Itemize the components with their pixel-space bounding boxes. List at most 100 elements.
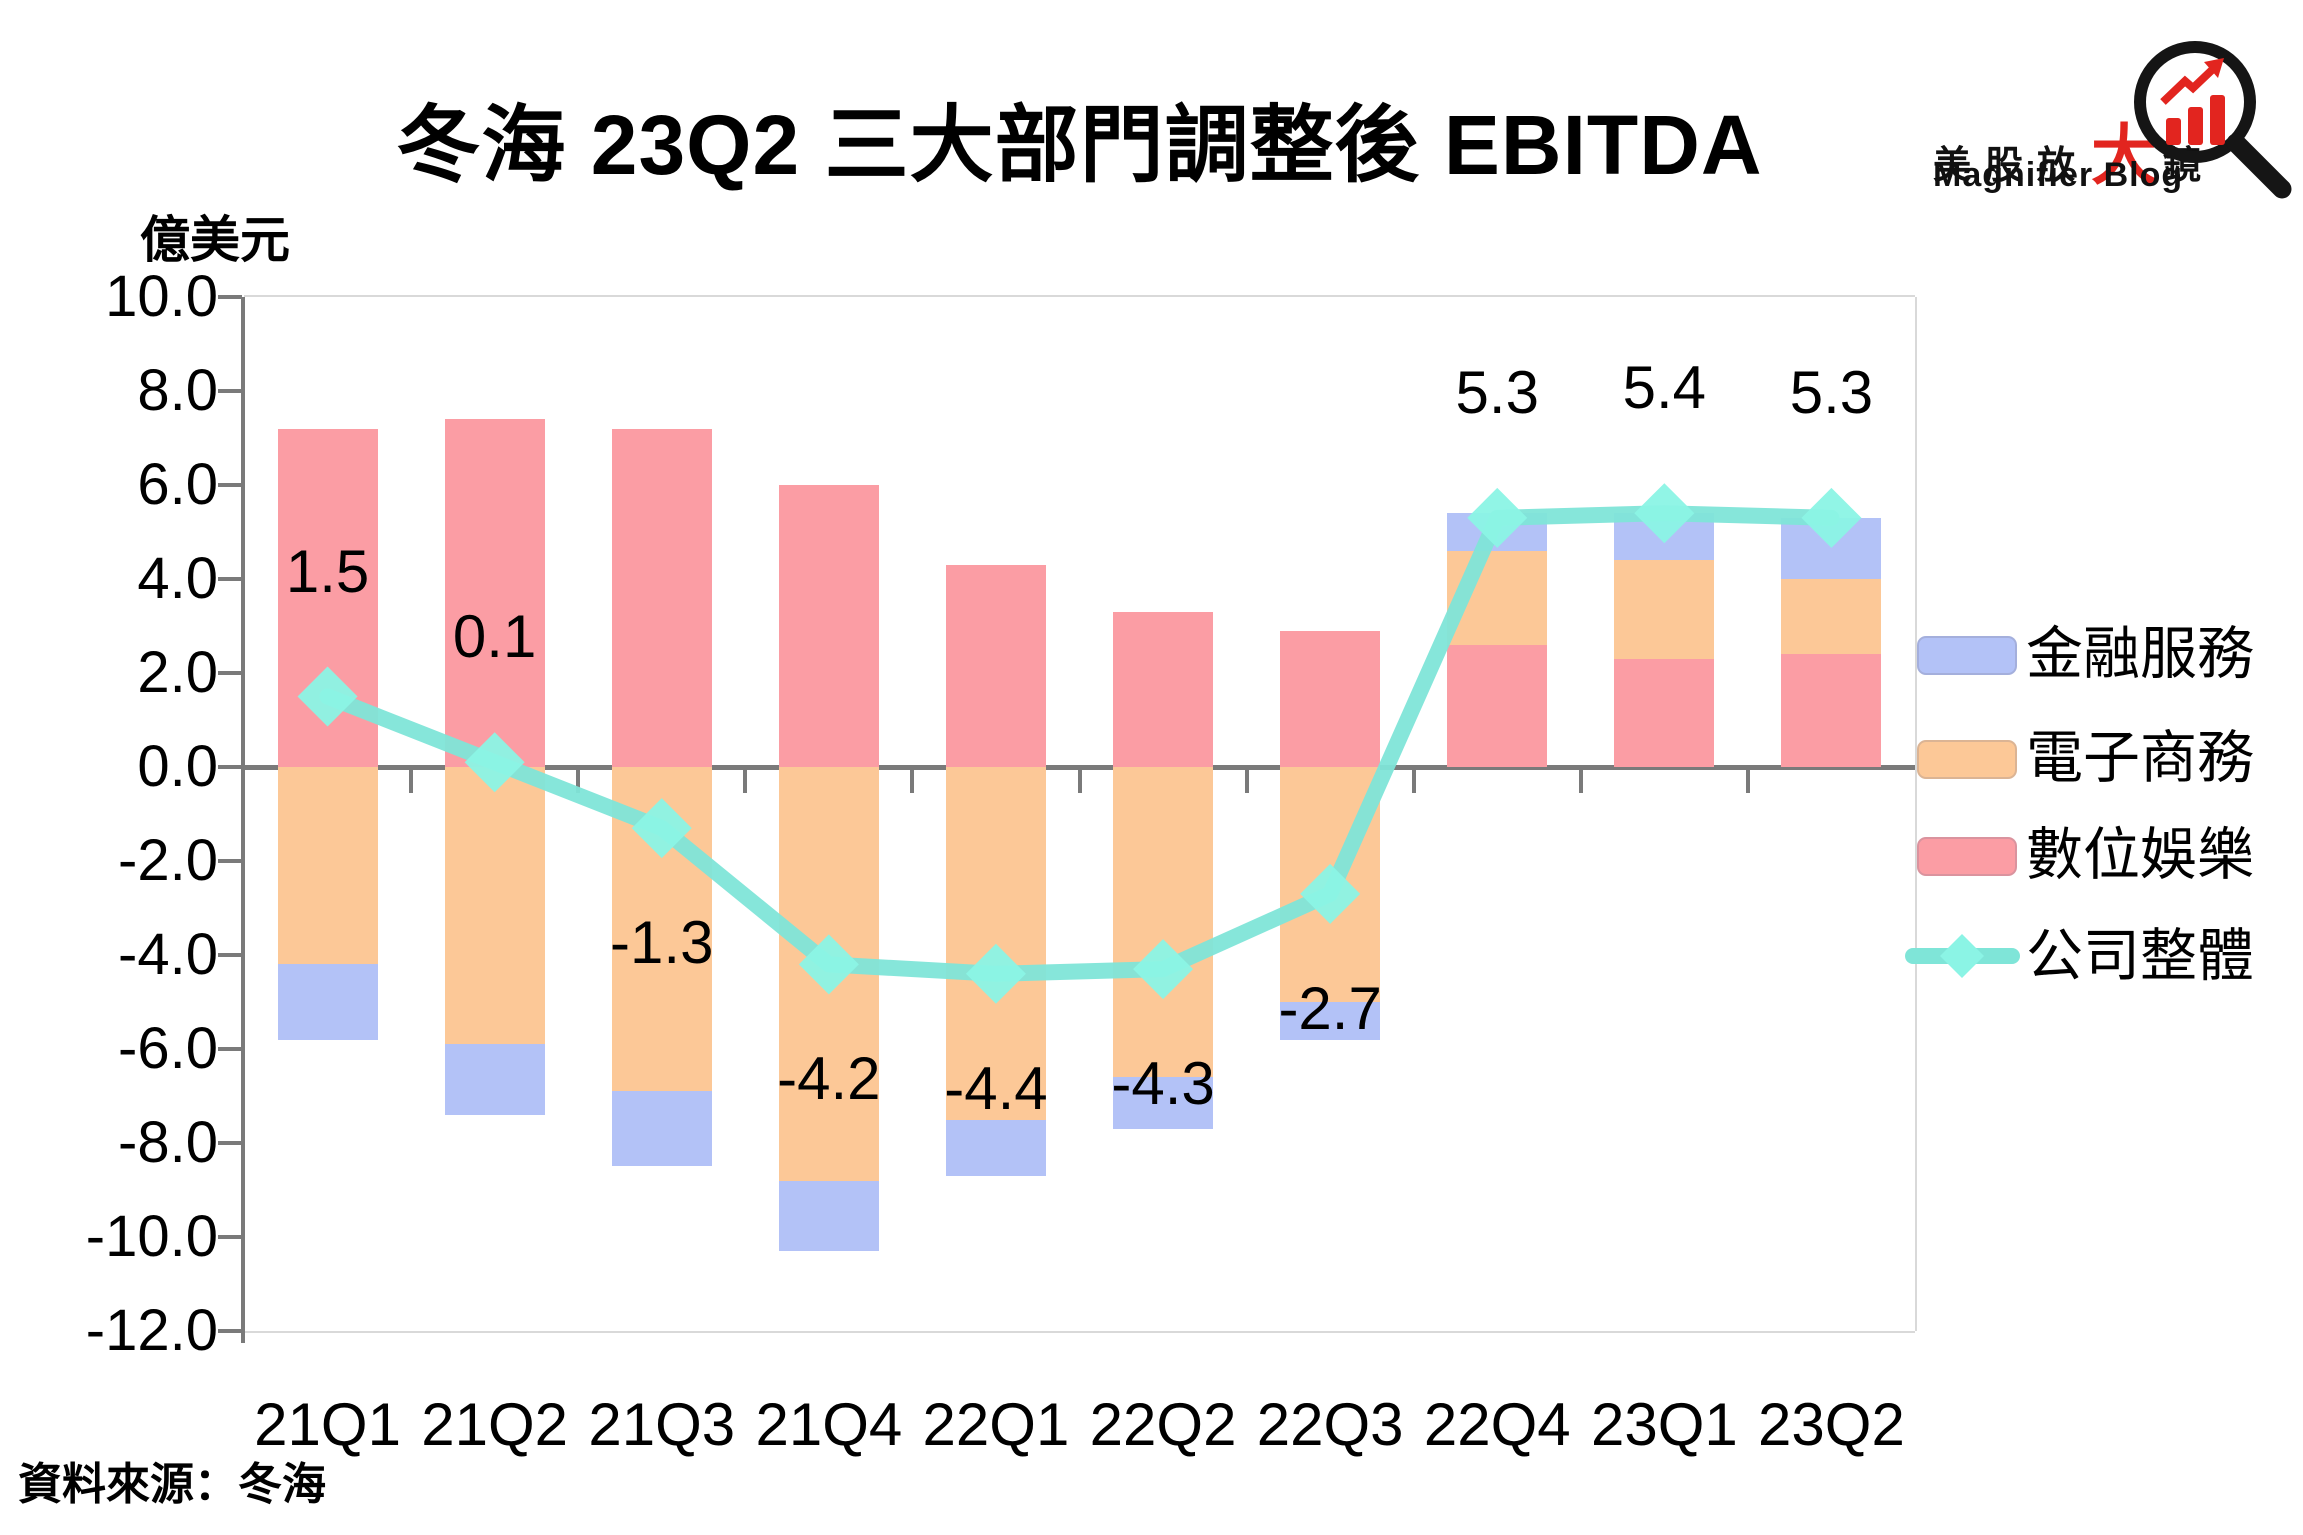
plot-border-bottom [244,1331,1915,1333]
line-data-label-21Q3: -1.3 [610,909,714,977]
bar-segment-數位娛樂-22Q2 [1113,611,1214,767]
bar-segment-金融服務-22Q1 [945,1119,1046,1176]
x-axis-tick [1411,769,1416,793]
bar-segment-電子商務-21Q2 [444,767,545,1045]
y-axis-tick-label: 0.0 [137,734,218,799]
bar-segment-電子商務-22Q4 [1447,550,1548,645]
y-axis-tick [218,671,242,675]
line-data-label-22Q4: 5.3 [1455,358,1539,426]
x-axis-label-21Q3: 21Q3 [588,1391,736,1458]
x-axis-tick [1578,769,1583,793]
legend-marker-公司整體 [1940,934,1984,978]
y-axis-tick [218,389,242,393]
y-axis-tick-label: -6.0 [118,1016,218,1081]
logo-bar-2 [2188,107,2203,145]
bar-segment-電子商務-23Q2 [1781,579,1882,655]
bar-segment-金融服務-22Q3 [1280,1002,1381,1040]
company-total-line [319,505,1840,982]
line-data-label-23Q1: 5.4 [1622,354,1707,422]
y-axis-tick-label: 8.0 [137,358,218,423]
x-axis-label-22Q4: 22Q4 [1423,1391,1571,1458]
y-axis-tick-label: 2.0 [137,640,218,705]
legend-swatch-數位娛樂 [1917,837,2017,876]
logo-bar-1 [2166,118,2181,145]
y-axis-tick [218,1235,242,1239]
site-logo: 美股放大鏡 Magnifier Blog [1933,41,2303,228]
bar-segment-金融服務-22Q4 [1447,513,1548,551]
bar-segment-數位娛樂-22Q4 [1447,644,1548,767]
line-data-label-21Q4: -4.2 [777,1045,881,1113]
bar-segment-金融服務-21Q1 [277,964,378,1040]
y-axis-tick-label: -12.0 [85,1298,218,1363]
x-axis-tick [743,769,748,793]
chart-title: 冬海 23Q2 三大部門調整後 EBITDA [396,98,1763,192]
x-axis-tick [1244,769,1249,793]
x-axis-label-21Q4: 21Q4 [755,1391,903,1458]
bar-segment-電子商務-21Q4 [778,767,879,1181]
plot-border-right [1915,297,1917,1331]
x-axis-label-21Q2: 21Q2 [421,1391,569,1458]
magnifier-lens [2134,41,2256,163]
bar-segment-金融服務-21Q2 [444,1044,545,1115]
source-note: 資料來源：冬海 [18,1460,326,1509]
bar-segment-金融服務-21Q3 [611,1091,712,1167]
y-axis-tick [218,859,242,863]
legend-marker-diamond [1940,934,1984,978]
x-axis-label-22Q3: 22Q3 [1256,1391,1404,1458]
bar-segment-電子商務-22Q3 [1280,767,1381,1002]
legend-label-電子商務: 電子商務 [2026,726,2254,790]
line-data-label-22Q3: -2.7 [1278,974,1382,1042]
bar-segment-電子商務-22Q2 [1113,767,1214,1078]
logo-arrow [2160,66,2216,105]
x-axis-tick [576,769,581,793]
x-axis-label-23Q2: 23Q2 [1758,1391,1905,1458]
y-axis-tick [218,483,242,487]
x-axis-tick [1745,769,1750,793]
line-data-label-22Q2: -4.3 [1111,1050,1215,1118]
y-axis-tick [218,953,242,957]
bar-segment-數位娛樂-21Q4 [778,485,879,767]
y-axis-tick-label: -2.0 [118,828,218,893]
line-data-label-21Q2: 0.1 [452,603,537,671]
logo-arrow-head [2204,58,2224,78]
y-axis-tick-label: -8.0 [118,1110,218,1175]
plot-border-top [244,295,1915,297]
y-axis-tick-label: -4.0 [118,922,218,987]
y-axis-tick [218,1141,242,1145]
x-axis-tick [910,769,915,793]
y-axis-tick-label: 4.0 [137,546,218,611]
bar-segment-電子商務-23Q1 [1614,560,1715,659]
y-axis-tick-label: -10.0 [85,1204,218,1269]
bar-segment-數位娛樂-21Q2 [444,419,545,767]
x-axis-tick [409,769,414,793]
y-axis-tick [218,577,242,581]
y-axis-tick [218,295,242,299]
y-axis-line [241,297,245,1343]
legend-swatch-金融服務 [1917,636,2017,675]
bar-segment-數位娛樂-23Q2 [1781,654,1882,767]
legend-label-公司整體: 公司整體 [2026,924,2254,988]
x-axis-label-23Q1: 23Q1 [1590,1391,1738,1458]
y-axis-title: 億美元 [140,212,290,268]
x-axis-label-22Q2: 22Q2 [1089,1391,1237,1458]
magnifier-handle [2226,133,2292,199]
bar-segment-數位娛樂-21Q3 [611,428,712,767]
bar-segment-數位娛樂-23Q1 [1614,658,1715,767]
logo-bar-3 [2210,95,2225,145]
bar-segment-金融服務-23Q1 [1614,513,1715,561]
logo-text-pre: 美股放 [1933,145,2090,187]
line-data-label-22Q1: -4.4 [944,1054,1048,1122]
bar-segment-數位娛樂-22Q3 [1280,630,1381,767]
bar-segment-金融服務-23Q2 [1781,517,1882,579]
legend-label-金融服務: 金融服務 [2026,622,2254,686]
x-axis-label-21Q1: 21Q1 [254,1391,401,1458]
y-axis-tick-label: 6.0 [137,452,218,517]
y-axis-tick-label: 10.0 [105,264,218,329]
logo-english-text: Magnifier Blog [1933,156,2184,194]
bar-segment-電子商務-21Q1 [277,767,378,965]
bar-segment-金融服務-21Q4 [778,1180,879,1252]
y-axis-tick [218,765,242,769]
y-axis-tick [218,1047,242,1051]
